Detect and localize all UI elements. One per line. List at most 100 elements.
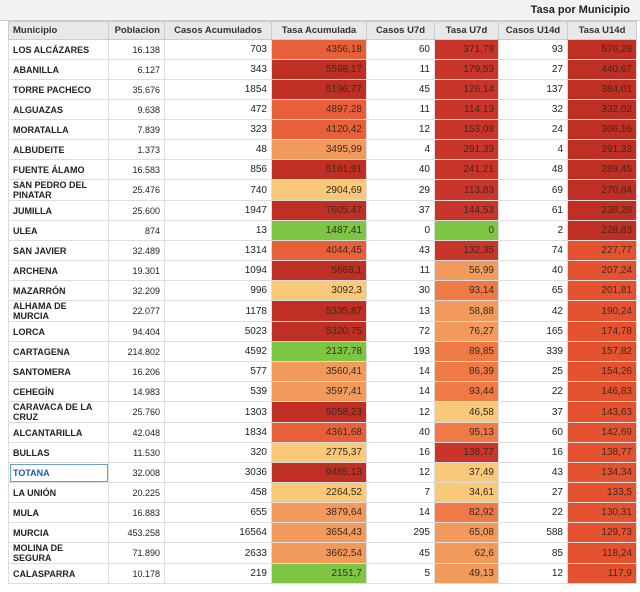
municipality-cell[interactable]: ALCANTARILLA <box>8 422 109 443</box>
table-cell: 5 <box>366 563 435 584</box>
table-cell: 16 <box>498 442 568 463</box>
municipality-cell[interactable]: TORRE PACHECO <box>8 79 109 100</box>
table-cell: 32.008 <box>108 462 165 483</box>
table-row[interactable]: CARTAGENA 214.802 4592 2137,78 193 89,85 339 15… <box>8 341 637 362</box>
table-cell: 137 <box>498 79 568 100</box>
table-cell: 71.890 <box>108 542 165 564</box>
column-header[interactable]: Casos Acumulados <box>164 21 272 40</box>
table-row[interactable]: CALASPARRA 10.178 219 2151,7 5 49,13 12 117,9 <box>8 563 637 584</box>
municipality-cell[interactable]: SAN JAVIER <box>8 240 109 261</box>
municipality-cell[interactable]: TOTANA <box>8 462 109 483</box>
table-row[interactable]: FUENTE ÁLAMO 16.583 856 5161,91 40 241,21 48 28… <box>8 159 637 180</box>
table-cell: 4592 <box>164 341 272 362</box>
table-cell: 7605,47 <box>271 200 367 221</box>
table-cell: 238,28 <box>567 200 637 221</box>
municipality-cell[interactable]: CARTAGENA <box>8 341 109 362</box>
table-cell: 4 <box>498 139 568 160</box>
table-row[interactable]: MOLINA DE SEGURA 71.890 2633 3662,54 45 62,6 8… <box>8 542 637 564</box>
table-row[interactable]: CEHEGÍN 14.983 539 3597,41 14 93,44 22 146,83 <box>8 381 637 402</box>
table-row[interactable]: CARAVACA DE LA CRUZ 25.760 1303 5058,23 12 46… <box>8 401 637 423</box>
municipality-cell[interactable]: FUENTE ÁLAMO <box>8 159 109 180</box>
municipality-cell[interactable]: ULEA <box>8 220 109 241</box>
column-header[interactable]: Municipio <box>8 21 109 40</box>
table-row[interactable]: JUMILLA 25.600 1947 7605,47 37 144,53 61 238,28 <box>8 200 637 221</box>
table-cell: 25.600 <box>108 200 165 221</box>
table-cell: 11 <box>366 99 435 120</box>
table-cell: 43 <box>366 240 435 261</box>
table-row[interactable]: ARCHENA 19.301 1094 5668,1 11 56,99 40 207,24 <box>8 260 637 281</box>
column-header[interactable]: Casos U7d <box>366 21 435 40</box>
table-cell: 82,92 <box>434 502 499 523</box>
table-row[interactable]: SAN PEDRO DEL PINATAR 25.476 740 2904,69 29 1… <box>8 179 637 201</box>
table-cell: 32.489 <box>108 240 165 261</box>
table-cell: 458 <box>164 482 272 503</box>
municipality-cell[interactable]: MURCIA <box>8 522 109 543</box>
table-row[interactable]: ALHAMA DE MURCIA 22.077 1178 5335,87 13 58,88… <box>8 300 637 322</box>
table-cell: 241,21 <box>434 159 499 180</box>
municipality-cell[interactable]: CALASPARRA <box>8 563 109 584</box>
table-row[interactable]: ALBUDEITE 1.373 48 3495,99 4 291,33 4 291,33 <box>8 139 637 160</box>
table-cell: 576,28 <box>567 39 637 60</box>
table-row[interactable]: ULEA 874 13 1487,41 0 0 2 228,83 <box>8 220 637 241</box>
table-row[interactable]: SANTOMERA 16.206 577 3560,41 14 86,39 25 154,26 <box>8 361 637 382</box>
municipality-cell[interactable]: SAN PEDRO DEL PINATAR <box>8 179 109 201</box>
municipality-cell[interactable]: LOS ALCÁZARES <box>8 39 109 60</box>
table-cell: 40 <box>498 260 568 281</box>
table-cell: 996 <box>164 280 272 301</box>
municipality-cell[interactable]: JUMILLA <box>8 200 109 221</box>
table-cell: 60 <box>366 39 435 60</box>
municipality-cell[interactable]: MAZARRÓN <box>8 280 109 301</box>
table-cell: 94.404 <box>108 321 165 342</box>
table-cell: 332,02 <box>567 99 637 120</box>
municipality-cell[interactable]: CEHEGÍN <box>8 381 109 402</box>
table-cell: 1303 <box>164 401 272 423</box>
table-cell: 323 <box>164 119 272 140</box>
column-header[interactable]: Poblacion <box>108 21 165 40</box>
table-row[interactable]: TOTANA 32.008 3036 9485,13 12 37,49 43 134,34 <box>8 462 637 483</box>
municipality-cell[interactable]: MORATALLA <box>8 119 109 140</box>
table-row[interactable]: MURCIA 453.258 16564 3654,43 295 65,08 588 129,… <box>8 522 637 543</box>
municipality-cell[interactable]: MULA <box>8 502 109 523</box>
municipality-cell[interactable]: LORCA <box>8 321 109 342</box>
table-cell: 27 <box>498 482 568 503</box>
municipality-cell[interactable]: ALGUAZAS <box>8 99 109 120</box>
header-title: Tasa por Municipio <box>530 4 630 16</box>
table-cell: 1947 <box>164 200 272 221</box>
table-row[interactable]: MORATALLA 7.839 323 4120,42 12 153,08 24 306,16 <box>8 119 637 140</box>
table-row[interactable]: TORRE PACHECO 35.676 1854 5196,77 45 126,14 13… <box>8 79 637 100</box>
municipality-cell[interactable]: ABANILLA <box>8 59 109 80</box>
column-header[interactable]: Tasa U14d <box>567 21 637 40</box>
column-header[interactable]: Tasa Acumulada <box>271 21 367 40</box>
column-header[interactable]: Casos U14d <box>498 21 568 40</box>
municipality-cell[interactable]: LA UNIÓN <box>8 482 109 503</box>
table-cell: 1.373 <box>108 139 165 160</box>
municipality-cell[interactable]: ALBUDEITE <box>8 139 109 160</box>
municipality-cell[interactable]: MOLINA DE SEGURA <box>8 542 109 564</box>
column-header[interactable]: Tasa U7d <box>434 21 499 40</box>
table-cell: 157,82 <box>567 341 637 362</box>
table-cell: 2775,37 <box>271 442 367 463</box>
municipality-cell[interactable]: ARCHENA <box>8 260 109 281</box>
table-row[interactable]: MULA 16.883 655 3879,64 14 82,92 22 130,31 <box>8 502 637 523</box>
table-row[interactable]: LA UNIÓN 20.225 458 2264,52 7 34,61 27 133,5 <box>8 482 637 503</box>
municipality-cell[interactable]: SANTOMERA <box>8 361 109 382</box>
table-row[interactable]: LOS ALCÁZARES 16.138 703 4356,18 60 371,79 93 5… <box>8 39 637 60</box>
table-cell: 16564 <box>164 522 272 543</box>
table-cell: 874 <box>108 220 165 241</box>
table-cell: 20.225 <box>108 482 165 503</box>
table-row[interactable]: ALCANTARILLA 42.048 1834 4361,68 40 95,13 60 14… <box>8 422 637 443</box>
table-row[interactable]: SAN JAVIER 32.489 1314 4044,45 43 132,35 74 227… <box>8 240 637 261</box>
table-cell: 3092,3 <box>271 280 367 301</box>
municipality-cell[interactable]: BULLAS <box>8 442 109 463</box>
table-cell: 25.476 <box>108 179 165 201</box>
table-cell: 1834 <box>164 422 272 443</box>
municipality-cell[interactable]: CARAVACA DE LA CRUZ <box>8 401 109 423</box>
table-row[interactable]: LORCA 94.404 5023 5320,75 72 76,27 165 174,78 <box>8 321 637 342</box>
table-cell: 132,35 <box>434 240 499 261</box>
municipality-cell[interactable]: ALHAMA DE MURCIA <box>8 300 109 322</box>
table-row[interactable]: BULLAS 11.530 320 2775,37 16 138,77 16 138,77 <box>8 442 637 463</box>
table-row[interactable]: MAZARRÓN 32.209 996 3092,3 30 93,14 65 201,81 <box>8 280 637 301</box>
table-row[interactable]: ALGUAZAS 9.638 472 4897,28 11 114,13 32 332,02 <box>8 99 637 120</box>
table-cell: 45 <box>366 542 435 564</box>
table-row[interactable]: ABANILLA 6.127 343 5598,17 11 179,53 27 440,67 <box>8 59 637 80</box>
